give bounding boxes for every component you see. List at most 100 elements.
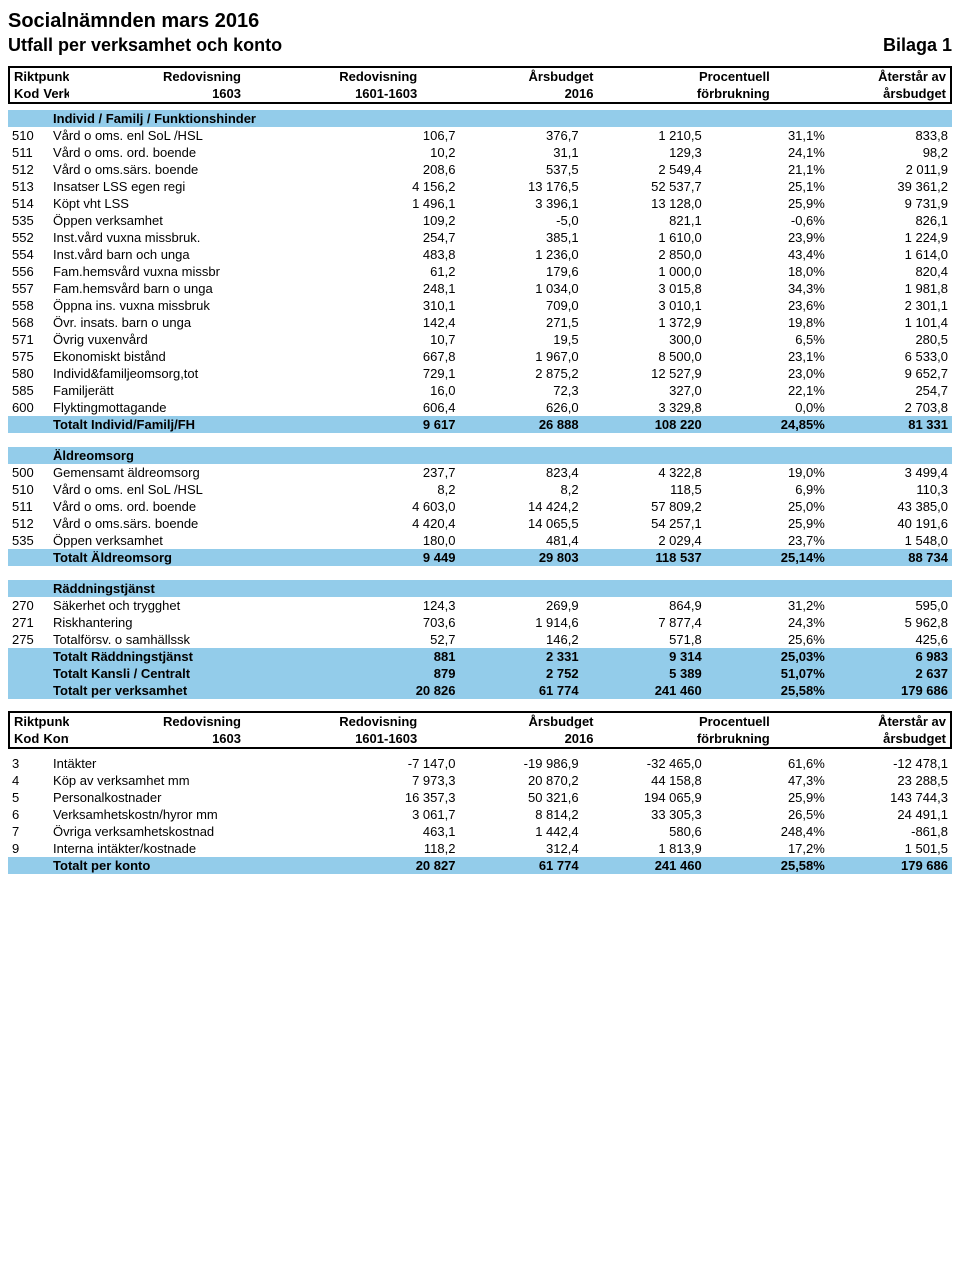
total-v3: 108 220 <box>583 416 706 433</box>
row-v5: 23 288,5 <box>829 772 952 789</box>
grand-total-konto-row: Totalt per konto 20 827 61 774 241 460 2… <box>8 857 952 874</box>
row-kod: 510 <box>8 127 49 144</box>
section-total-row: Totalt Kansli / Centralt8792 7525 38951,… <box>8 665 952 682</box>
total-name: Totalt Kansli / Centralt <box>49 665 336 682</box>
row-kod: 6 <box>8 806 49 823</box>
row-v5: -12 478,1 <box>829 755 952 772</box>
total-name: Totalt Äldreomsorg <box>49 549 336 566</box>
row-name: Ekonomiskt bistånd <box>49 348 336 365</box>
row-v2: 1 967,0 <box>459 348 582 365</box>
col4-label-a: Procentuell <box>598 68 774 85</box>
row-v2: 709,0 <box>459 297 582 314</box>
row-v3: 2 029,4 <box>583 532 706 549</box>
row-v3: 7 877,4 <box>583 614 706 631</box>
row-v4: 24,3% <box>706 614 829 631</box>
table-row: 512Vård o oms.särs. boende208,6537,52 54… <box>8 161 952 178</box>
col3-label-b: 2016 <box>421 85 597 102</box>
col1-label-a: Redovisning <box>69 68 245 85</box>
row-v3: 33 305,3 <box>583 806 706 823</box>
row-v2: 2 875,2 <box>459 365 582 382</box>
row-v4: 25,9% <box>706 515 829 532</box>
table-row: 5Personalkostnader16 357,350 321,6194 06… <box>8 789 952 806</box>
table-row: 500Gemensamt äldreomsorg237,7823,44 322,… <box>8 464 952 481</box>
section-total-row: Totalt Äldreomsorg9 44929 803118 53725,1… <box>8 549 952 566</box>
row-kod: 512 <box>8 515 49 532</box>
row-v2: 269,9 <box>459 597 582 614</box>
gtk-v4: 25,58% <box>706 857 829 874</box>
row-v4: 19,0% <box>706 464 829 481</box>
section-table: Räddningstjänst270Säkerhet och trygghet1… <box>8 580 952 682</box>
row-name: Övrig vuxenvård <box>49 331 336 348</box>
row-v1: 10,2 <box>336 144 459 161</box>
k-col4-b: förbrukning <box>598 730 774 747</box>
row-v5: 1 224,9 <box>829 229 952 246</box>
row-v2: -19 986,9 <box>459 755 582 772</box>
row-kod: 513 <box>8 178 49 195</box>
table-row: 535Öppen verksamhet180,0481,42 029,423,7… <box>8 532 952 549</box>
konto-header-row-2: Kod Konto 1603 1601-1603 2016 förbruknin… <box>10 730 950 747</box>
gtv-v3: 241 460 <box>583 682 706 699</box>
row-v5: 1 501,5 <box>829 840 952 857</box>
row-name: Personalkostnader <box>49 789 336 806</box>
row-v3: 8 500,0 <box>583 348 706 365</box>
k-col2-a: Redovisning <box>245 713 421 730</box>
row-v4: 21,1% <box>706 161 829 178</box>
row-kod: 275 <box>8 631 49 648</box>
subtitle-row: Utfall per verksamhet och konto Bilaga 1 <box>8 35 952 56</box>
total-v5: 2 637 <box>829 665 952 682</box>
row-name: Köpt vht LSS <box>49 195 336 212</box>
grand-total-verksamhet-table: Totalt per verksamhet 20 826 61 774 241 … <box>8 682 952 699</box>
table-row: 4Köp av verksamhet mm7 973,320 870,244 1… <box>8 772 952 789</box>
row-kod: 558 <box>8 297 49 314</box>
row-v4: 25,0% <box>706 498 829 515</box>
total-name: Totalt Individ/Familj/FH <box>49 416 336 433</box>
row-v3: 864,9 <box>583 597 706 614</box>
row-name: Vård o oms.särs. boende <box>49 515 336 532</box>
row-name: Övriga verksamhetskostnad <box>49 823 336 840</box>
gtk-v3: 241 460 <box>583 857 706 874</box>
row-v1: 124,3 <box>336 597 459 614</box>
row-v5: 98,2 <box>829 144 952 161</box>
row-name: Öppen verksamhet <box>49 212 336 229</box>
row-kod: 271 <box>8 614 49 631</box>
table-row: 514Köpt vht LSS1 496,13 396,113 128,025,… <box>8 195 952 212</box>
row-v5: 143 744,3 <box>829 789 952 806</box>
row-name: Intäkter <box>49 755 336 772</box>
row-v2: 8 814,2 <box>459 806 582 823</box>
row-v3: 2 549,4 <box>583 161 706 178</box>
row-v1: 52,7 <box>336 631 459 648</box>
row-v4: -0,6% <box>706 212 829 229</box>
row-v1: 8,2 <box>336 481 459 498</box>
row-v2: 19,5 <box>459 331 582 348</box>
row-name: Interna intäkter/kostnade <box>49 840 336 857</box>
row-kod: 557 <box>8 280 49 297</box>
k-col3-a: Årsbudget <box>421 713 597 730</box>
k-col3-b: 2016 <box>421 730 597 747</box>
row-name: Totalförsv. o samhällssk <box>49 631 336 648</box>
row-v2: 1 914,6 <box>459 614 582 631</box>
row-v3: 821,1 <box>583 212 706 229</box>
konto-riktpunkt-label: Riktpunkt 25,0% <box>10 713 69 730</box>
row-v5: 1 101,4 <box>829 314 952 331</box>
row-v5: 826,1 <box>829 212 952 229</box>
row-v5: 1 614,0 <box>829 246 952 263</box>
row-v3: 1 372,9 <box>583 314 706 331</box>
table-row: 7Övriga verksamhetskostnad463,11 442,458… <box>8 823 952 840</box>
row-name: Vård o oms. enl SoL /HSL <box>49 481 336 498</box>
row-v4: 43,4% <box>706 246 829 263</box>
table-row: 535Öppen verksamhet109,2-5,0821,1-0,6%82… <box>8 212 952 229</box>
row-v3: 129,3 <box>583 144 706 161</box>
row-v4: 25,1% <box>706 178 829 195</box>
row-name: Övr. insats. barn o unga <box>49 314 336 331</box>
row-v3: 3 010,1 <box>583 297 706 314</box>
row-v4: 34,3% <box>706 280 829 297</box>
row-v1: 1 496,1 <box>336 195 459 212</box>
bilaga-label: Bilaga 1 <box>883 35 952 56</box>
grand-total-verksamhet-label: Totalt per verksamhet <box>49 682 336 699</box>
table-row: 556Fam.hemsvård vuxna missbr61,2179,61 0… <box>8 263 952 280</box>
row-kod: 5 <box>8 789 49 806</box>
row-v4: 47,3% <box>706 772 829 789</box>
gtk-v2: 61 774 <box>459 857 582 874</box>
row-v1: 606,4 <box>336 399 459 416</box>
row-v4: 31,1% <box>706 127 829 144</box>
